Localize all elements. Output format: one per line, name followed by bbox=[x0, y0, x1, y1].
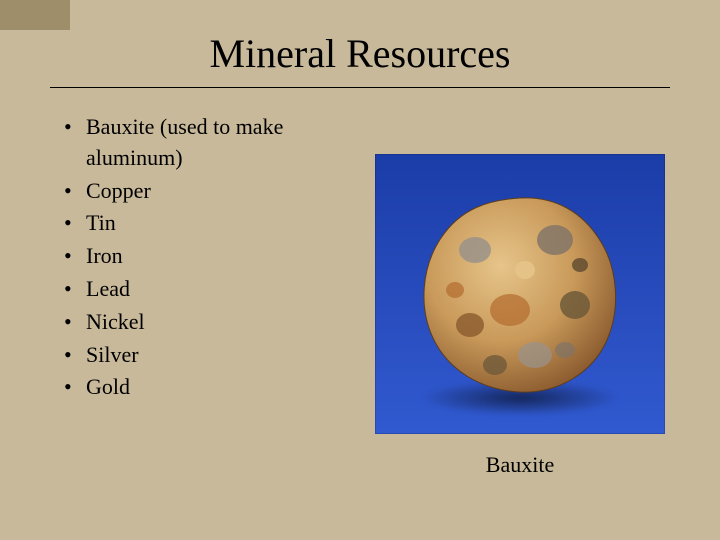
list-item: Copper bbox=[60, 176, 350, 207]
figure: Bauxite bbox=[370, 154, 670, 478]
title-rule bbox=[50, 87, 670, 88]
slide: Mineral Resources Bauxite (used to make … bbox=[0, 0, 720, 498]
corner-accent bbox=[0, 0, 70, 30]
list-item: Bauxite (used to make aluminum) bbox=[60, 112, 350, 174]
list-item: Tin bbox=[60, 208, 350, 239]
page-title: Mineral Resources bbox=[50, 30, 670, 77]
photo-caption: Bauxite bbox=[486, 452, 554, 478]
list-item: Nickel bbox=[60, 307, 350, 338]
content-row: Bauxite (used to make aluminum) Copper T… bbox=[50, 112, 670, 478]
list-item: Lead bbox=[60, 274, 350, 305]
bauxite-rock-icon bbox=[415, 190, 625, 400]
list-item: Silver bbox=[60, 340, 350, 371]
list-item: Gold bbox=[60, 372, 350, 403]
list-item: Iron bbox=[60, 241, 350, 272]
bullet-list: Bauxite (used to make aluminum) Copper T… bbox=[50, 112, 350, 478]
bauxite-photo bbox=[375, 154, 665, 434]
